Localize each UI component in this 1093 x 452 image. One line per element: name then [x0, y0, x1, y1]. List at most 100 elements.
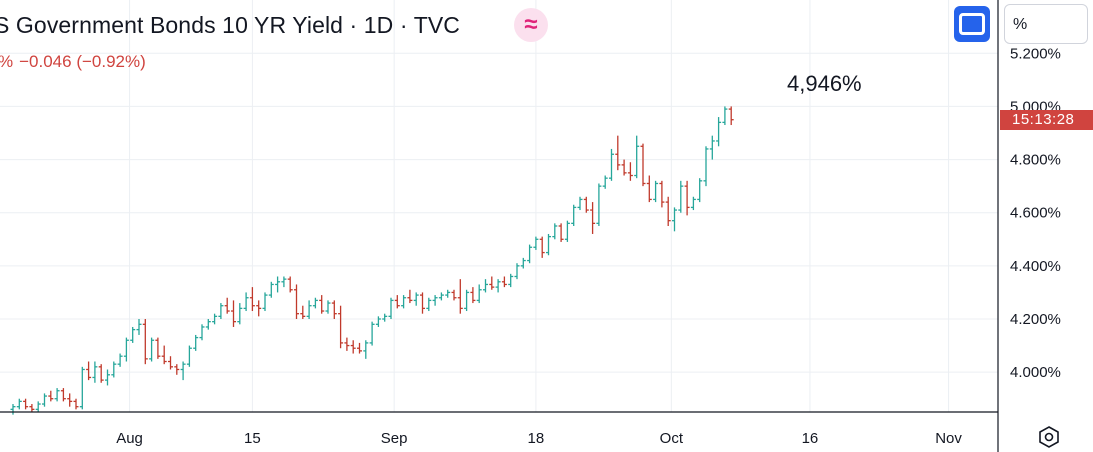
change-prefix: % [0, 52, 13, 71]
ohlc-bar [470, 287, 476, 304]
ohlc-bar [180, 361, 186, 381]
ohlc-bar [382, 313, 388, 322]
wave-approx-icon[interactable]: ≈ [514, 8, 548, 42]
change-value: −0.046 (−0.92%) [19, 52, 146, 71]
ohlc-bar [218, 303, 224, 319]
hexagon-settings-icon[interactable] [1036, 424, 1062, 450]
ohlc-bar [92, 361, 98, 383]
unit-selector[interactable]: % [1004, 4, 1088, 44]
ohlc-bar [231, 300, 236, 327]
ohlc-bar [48, 390, 54, 402]
ohlc-bar [363, 340, 369, 359]
ohlc-bar [571, 204, 577, 226]
price-countdown-tag: 15:13:28 [1000, 110, 1093, 130]
ohlc-bar [653, 180, 659, 203]
ohlc-bar [627, 162, 633, 181]
ohlc-bar [168, 356, 173, 370]
ohlc-bar [136, 319, 142, 335]
ohlc-bar [350, 340, 356, 354]
ohlc-bar [42, 393, 47, 407]
ohlc-bar [659, 180, 665, 208]
ohlc-bar [646, 175, 652, 203]
ohlc-bar [634, 135, 640, 179]
ohlc-bar [552, 223, 558, 240]
ohlc-bar [319, 295, 325, 314]
ohlc-bar [495, 279, 501, 293]
ohlc-bar [420, 292, 425, 314]
ohlc-bar [558, 223, 564, 242]
fullscreen-icon[interactable] [954, 6, 990, 42]
ohlc-bar [294, 284, 299, 319]
ohlc-bar [401, 295, 407, 309]
ohlc-bar [501, 276, 507, 288]
ohlc-bar [117, 353, 123, 367]
ohlc-bar [287, 276, 293, 293]
ohlc-bar [596, 183, 602, 226]
ohlc-bar [369, 321, 375, 346]
ohlc-bar [476, 284, 482, 304]
x-tick-label: 16 [802, 430, 819, 447]
ohlc-bar [564, 220, 570, 242]
x-tick-label: Nov [935, 430, 962, 447]
ohlc-bar [357, 342, 362, 354]
ohlc-bar [665, 196, 671, 226]
ohlc-bar [640, 143, 646, 187]
ohlc-bar [609, 148, 614, 181]
x-tick-label: Aug [116, 430, 143, 447]
ohlc-bar [615, 135, 621, 171]
x-tick-label: Oct [660, 430, 684, 447]
ohlc-bar [186, 345, 192, 367]
ohlc-bar [281, 276, 287, 288]
last-value-label: 4,946% [787, 71, 862, 96]
ohlc-bar [237, 303, 243, 325]
ohlc-bar [728, 106, 734, 126]
ohlc-bar [105, 369, 110, 386]
ohlc-bar [331, 300, 337, 319]
ohlc-bar [457, 279, 463, 314]
ohlc-bar [161, 345, 167, 365]
ohlc-bar [722, 106, 728, 126]
y-tick-label: 5.200% [1010, 45, 1061, 62]
ohlc-bar [520, 257, 526, 269]
ohlc-bar [583, 196, 589, 213]
ohlc-bar [709, 135, 715, 160]
ohlc-bar [35, 401, 41, 412]
ohlc-bar [325, 300, 331, 314]
ohlc-bar [464, 289, 470, 312]
ohlc-bar [546, 233, 551, 256]
ohlc-bar [262, 292, 268, 312]
ohlc-bar [678, 180, 684, 213]
y-tick-label: 4.000% [1010, 364, 1061, 381]
ohlc-bar [438, 292, 444, 301]
fullscreen-frame-icon [959, 13, 985, 35]
ohlc-bar [67, 393, 73, 407]
ohlc-bar [16, 398, 22, 410]
ohlc-bar [54, 388, 60, 402]
ohlc-bar [312, 297, 318, 309]
ohlc-bar [256, 300, 262, 317]
ohlc-bar [149, 337, 155, 362]
ohlc-bar [602, 175, 608, 189]
ohlc-bar [508, 273, 514, 288]
price-change: % −0.046 (−0.92%) [0, 52, 146, 72]
ohlc-bar [10, 404, 16, 415]
chart-title: S Government Bonds 10 YR Yield · 1D · TV… [0, 12, 461, 38]
ohlc-bar [527, 244, 533, 264]
ohlc-bar [268, 281, 274, 298]
ohlc-bar [275, 276, 281, 293]
ohlc-bar [514, 263, 520, 280]
y-tick-label: 4.400% [1010, 258, 1061, 275]
ohlc-bar [621, 159, 627, 176]
ohlc-bar [426, 297, 432, 312]
ohlc-bar [111, 361, 117, 378]
y-tick-label: 4.200% [1010, 311, 1061, 328]
ohlc-bar [394, 295, 400, 309]
ohlc-bar [300, 305, 306, 319]
ohlc-bar [23, 398, 29, 410]
ohlc-bar [174, 364, 180, 375]
ohlc-bar [212, 313, 218, 325]
ohlc-bar [199, 324, 205, 341]
ohlc-bar [243, 292, 249, 312]
